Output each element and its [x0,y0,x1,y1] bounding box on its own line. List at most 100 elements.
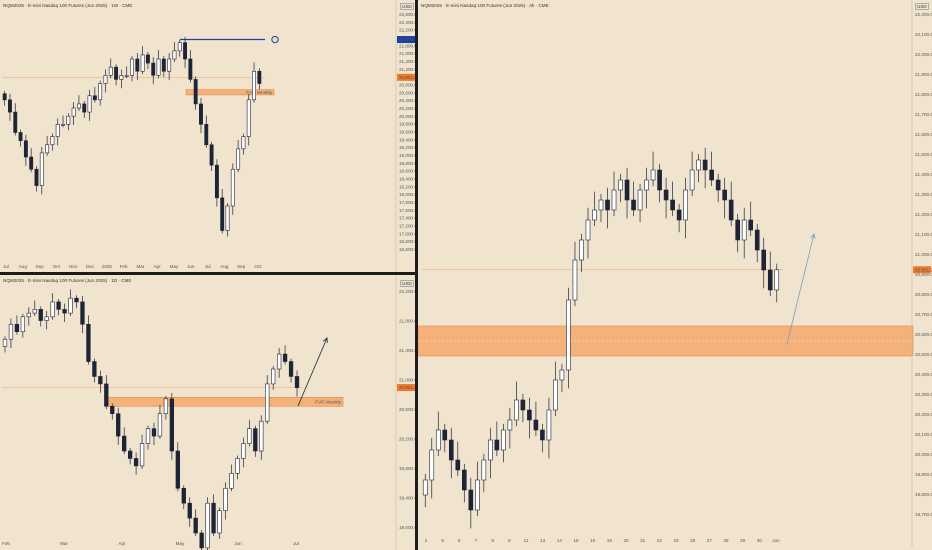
time-axis-label: 23 [673,538,679,543]
price-axis-label: 21,700.00 [915,112,932,117]
candle [193,517,198,534]
candle [175,450,180,489]
candle [468,489,474,511]
time-axis-label: 20 [623,538,629,543]
price-axis-label: 21,100.00 [915,232,932,237]
price-axis-label: 21,800.00 [399,319,415,324]
candle [32,309,37,314]
last-price-badge [913,266,931,274]
price-axis-label: 18,200.00 [399,184,415,189]
time-axis-label: Jul [293,541,299,546]
fvg-zone-label: FVG Weekly [246,90,272,95]
candle [177,42,182,52]
price-axis-label: 22,200.00 [915,12,932,17]
candle [20,316,26,333]
price-axis-label: 21,400.00 [915,172,932,177]
h4-currency-badge[interactable]: USD [915,3,929,10]
candle [119,75,124,80]
h4-chart-panel[interactable]: 22,200.00 22,100.00 22,000.00 21,900.00 21,8… [418,0,932,550]
price-axis-label: 19,600.00 [399,130,415,135]
candle [657,169,662,191]
time-axis-label: Dec [86,264,95,269]
price-axis-label: 21,400.00 [399,59,415,64]
candle [246,99,251,137]
daily-chart-panel[interactable]: 22,200.00 21,800.00 21,400.00 21,000.00 20,6… [0,275,415,550]
candle [86,323,91,362]
weekly-chart-panel[interactable]: 22,600.0022,400.0022,200.0022,000.0021,8… [0,0,415,272]
projection-arrow [297,337,328,407]
candle [566,299,571,371]
candle [50,301,55,318]
candle [741,219,747,241]
candle [127,450,133,459]
weekly-chart[interactable]: 22,600.0022,400.0022,200.0022,000.0021,8… [0,0,415,272]
price-axis-label: 18,400.00 [399,177,415,182]
candle [435,429,441,451]
key-level-marker-icon [271,35,279,44]
h4-chart[interactable]: 22,200.00 22,100.00 22,000.00 21,900.00 21,8… [418,0,932,550]
candle [767,269,773,291]
price-axis-label: 21,300.00 [915,192,932,197]
price-axis-label: 21,200.00 [399,67,415,72]
price-axis-label: 22,200.00 [399,28,415,33]
candle [235,458,240,474]
candle [217,510,222,534]
price-axis-label: 20,400.00 [915,372,932,377]
price-axis-label: 17,400.00 [399,216,415,221]
candle [774,269,780,291]
time-axis-label: Jul [3,264,9,269]
time-axis-label: 13 [540,538,546,543]
candle [82,103,87,113]
candle [38,309,43,321]
time-axis-label: 21 [640,538,646,543]
time-axis-label: Oct [53,264,61,269]
candle [572,259,578,301]
candle [44,316,49,321]
time-axis-label: Mar [136,264,144,269]
daily-chart[interactable]: 22,200.00 21,800.00 21,400.00 21,000.00 20,6… [0,275,415,550]
candle [163,398,169,415]
candle [488,439,493,461]
daily-currency-badge[interactable]: USD [400,280,414,287]
candle [624,179,630,201]
time-axis-label: 22 [657,538,663,543]
price-axis-label: 19,800.00 [399,466,415,471]
candle [257,70,262,84]
horizontal-divider[interactable] [0,272,415,275]
candle [56,301,61,310]
price-axis-label: 18,800.00 [399,161,415,166]
candle [481,459,487,481]
candle [187,502,192,519]
candle [116,413,121,437]
candle [151,62,156,76]
price-axis-label: 21,600.00 [399,51,415,56]
time-axis-label: Jul [205,264,211,269]
candle [103,75,108,84]
time-axis-label: 15 [573,538,579,543]
candle [702,159,708,171]
price-axis-label: 20,800.00 [399,83,415,88]
candle [696,159,701,171]
candle [225,205,230,231]
candle [761,249,767,271]
candle [199,532,204,549]
candle [748,219,754,231]
price-axis-label: 21,200.00 [915,212,932,217]
price-axis-label: 19,400.00 [399,137,415,142]
price-axis-label: 21,600.00 [915,132,932,137]
candle [709,169,714,181]
price-axis-label: 20,400.00 [399,98,415,103]
candle [193,79,198,105]
price-axis-label: 20,500.00 [915,352,932,357]
time-axis-label: Jun [234,541,242,546]
vertical-divider[interactable] [415,0,418,550]
candle [683,189,688,221]
candle [23,140,28,158]
candle [122,435,127,452]
candle [188,58,193,80]
candle [156,58,161,76]
price-axis-label: 20,200.00 [915,412,932,417]
time-axis-label: Oct [254,264,262,269]
weekly-currency-badge[interactable]: USD [400,3,414,10]
candle [62,309,67,314]
